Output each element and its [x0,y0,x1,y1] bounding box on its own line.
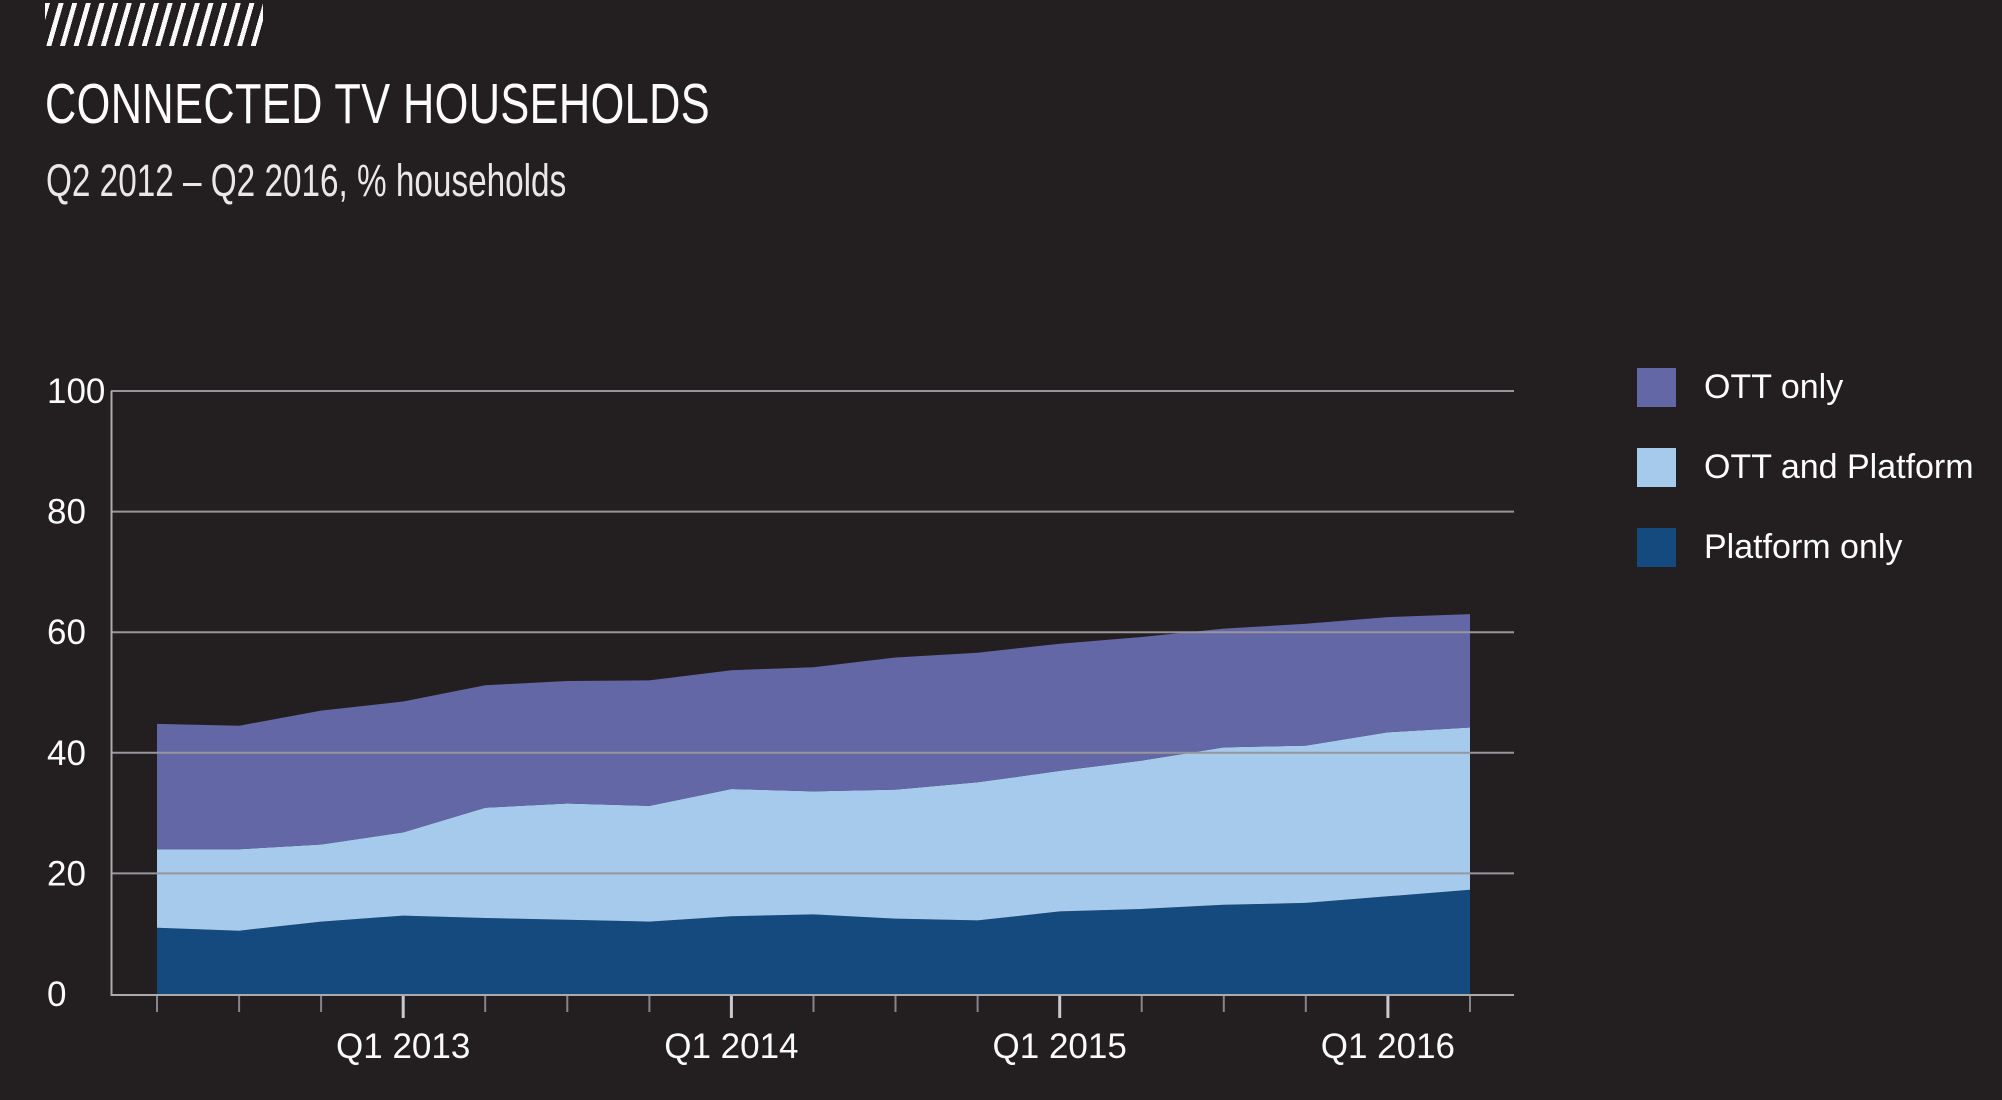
x-tick-label-q1-2016: Q1 2016 [1321,1027,1455,1066]
x-tick-label-q1-2013: Q1 2013 [336,1027,470,1066]
y-tick-label-40: 40 [47,734,86,773]
area-ott-and-platform [157,727,1470,931]
page-title: CONNECTED TV HOUSEHOLDS [45,72,711,136]
legend-label-platform-only: Platform only [1704,528,1903,566]
legend-swatch-ott-only [1637,368,1676,407]
page-subtitle: Q2 2012 – Q2 2016, % households [46,155,567,206]
legend-item-ott-only: OTT only [1637,368,1843,407]
legend-label-ott-only: OTT only [1704,368,1844,406]
legend-item-platform-only: Platform only [1637,528,1902,567]
x-tick-label-q1-2014: Q1 2014 [664,1027,798,1066]
y-tick-label-0: 0 [47,975,66,1014]
x-tick-label-q1-2015: Q1 2015 [993,1027,1127,1066]
y-tick-label-60: 60 [47,613,86,652]
legend-swatch-ott-and-platform [1637,448,1676,487]
legend-item-ott-and-platform: OTT and Platform [1637,448,1974,487]
legend-label-ott-and-platform: OTT and Platform [1704,448,1974,486]
y-tick-label-100: 100 [47,372,105,411]
y-tick-label-20: 20 [47,854,86,893]
area-platform-only [157,889,1470,994]
diagonal-stripes-logo [45,3,263,46]
legend-swatch-platform-only [1637,528,1676,567]
area-ott-only [157,614,1470,850]
y-tick-label-80: 80 [47,493,86,532]
